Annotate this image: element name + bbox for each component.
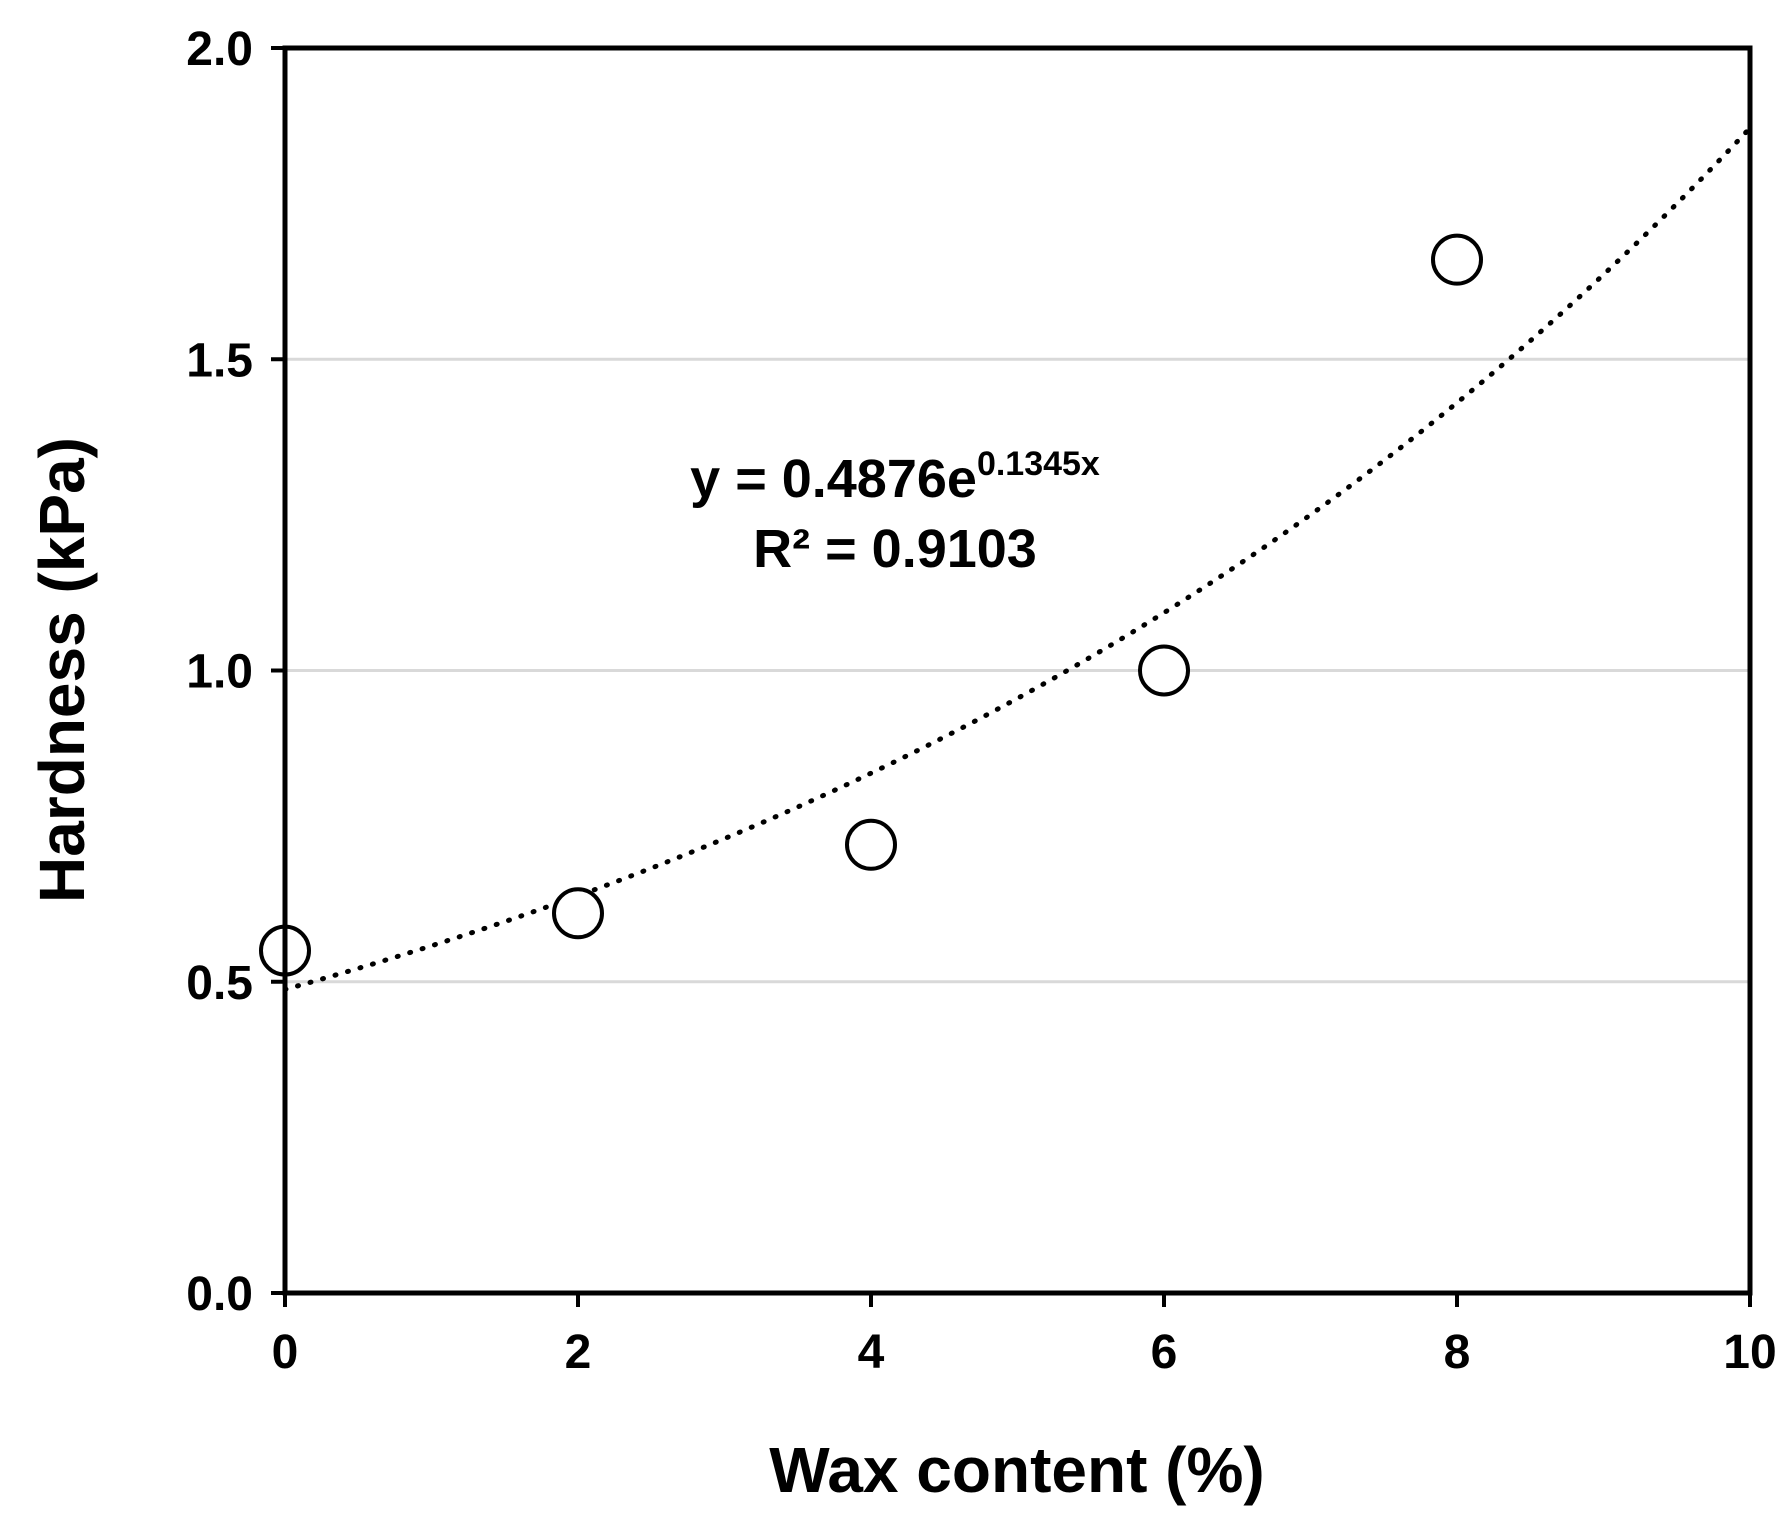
- trendline-equation: y = 0.4876e0.1345x: [690, 445, 1100, 509]
- x-tick-label: 0: [272, 1326, 299, 1379]
- x-tick-label: 10: [1723, 1326, 1776, 1379]
- equation-main: y = 0.4876e: [690, 449, 977, 509]
- data-point: [552, 887, 604, 940]
- data-point: [1138, 644, 1190, 697]
- x-tick-label: 2: [565, 1326, 592, 1379]
- x-tick-label: 8: [1444, 1326, 1471, 1379]
- y-axis-title: Hardness (kPa): [26, 437, 98, 903]
- y-axis-tick-labels: 0.0 0.5 1.0 1.5 2.0: [186, 23, 253, 1321]
- y-tick-label: 1.5: [186, 334, 253, 387]
- y-tick-label: 2.0: [186, 23, 253, 76]
- y-tick-label: 0.0: [186, 1268, 253, 1321]
- equation-exponent: 0.1345x: [977, 445, 1100, 483]
- y-tick-label: 1.0: [186, 646, 253, 699]
- gridlines: [285, 357, 1750, 984]
- data-points: [259, 233, 1483, 977]
- x-tick-label: 4: [858, 1326, 885, 1379]
- x-axis-title: Wax content (%): [769, 1434, 1264, 1506]
- y-tick-label: 0.5: [186, 957, 253, 1010]
- data-point: [845, 818, 897, 871]
- x-tick-label: 6: [1151, 1326, 1178, 1379]
- axis-ticks: [271, 46, 1752, 1307]
- x-axis-tick-labels: 0 2 4 6 8 10: [272, 1326, 1777, 1379]
- r-squared-label: R² = 0.9103: [753, 519, 1037, 579]
- data-point: [1431, 233, 1483, 286]
